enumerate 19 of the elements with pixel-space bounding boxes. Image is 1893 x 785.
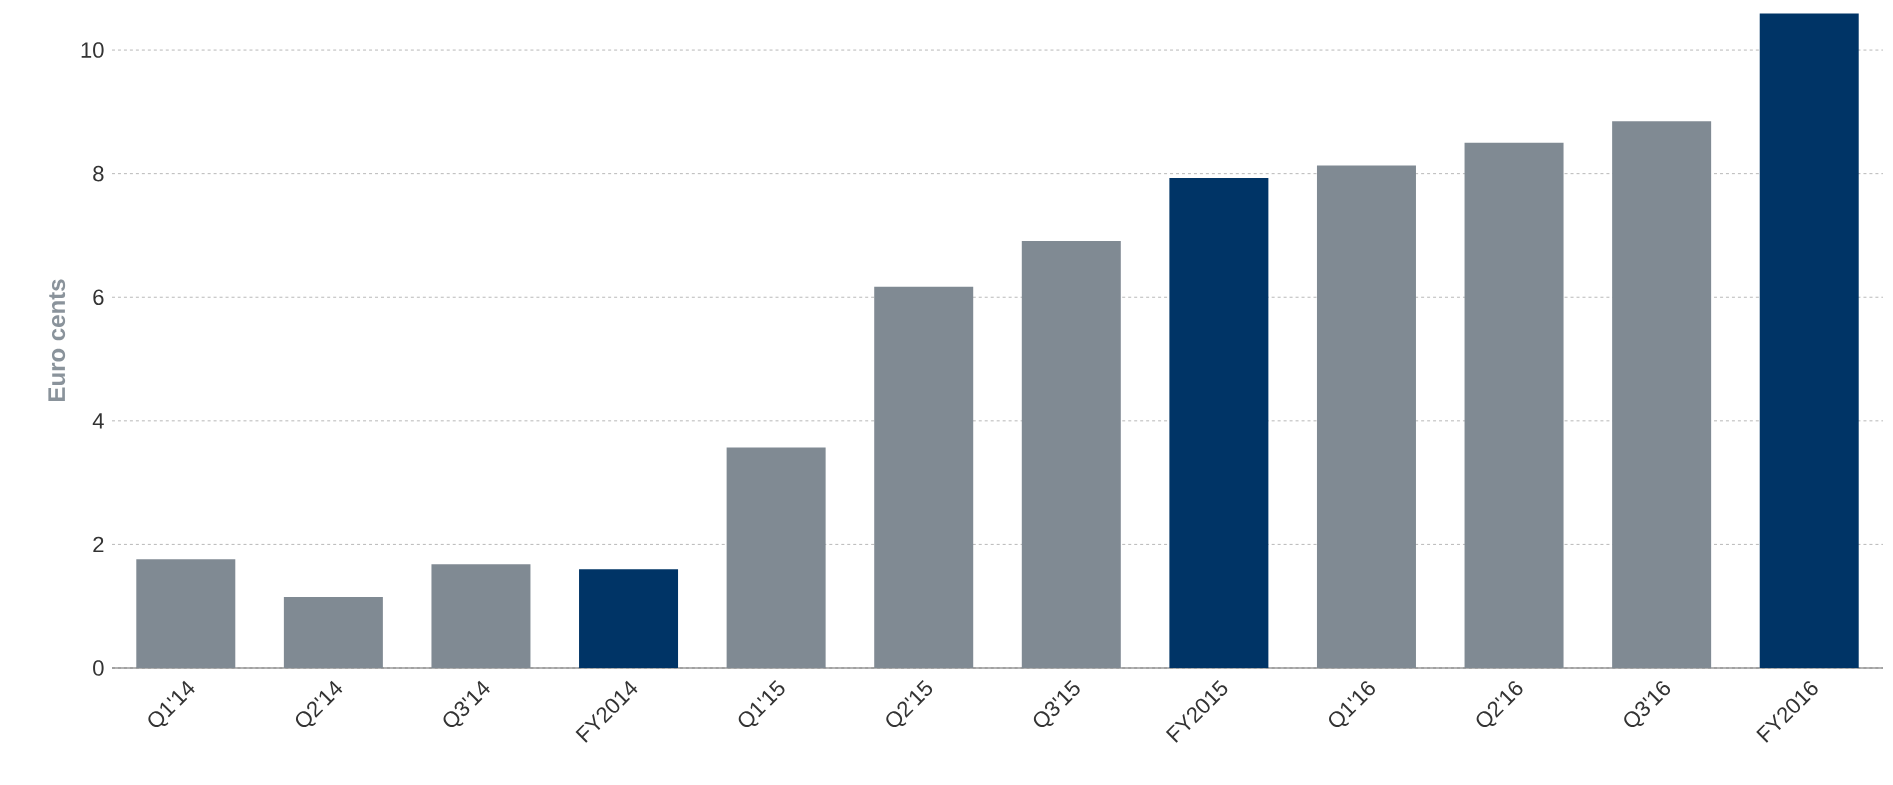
y-tick-label: 6	[93, 289, 104, 306]
bar	[1612, 121, 1712, 668]
bar	[136, 559, 236, 668]
y-tick-label: 10	[81, 42, 104, 58]
bar	[431, 564, 531, 668]
y-axis-title: Euro cents	[48, 279, 66, 401]
y-tick-label: 2	[93, 536, 104, 553]
bar	[1759, 13, 1859, 668]
y-tick-label: 4	[92, 413, 104, 429]
bar	[1464, 142, 1564, 668]
y-tick-label: 0	[93, 660, 104, 676]
bar	[1316, 165, 1416, 668]
bar	[283, 596, 383, 668]
bar	[579, 569, 679, 668]
bar	[1169, 177, 1269, 668]
bar	[726, 447, 826, 668]
bar	[874, 286, 974, 668]
bar	[1021, 241, 1121, 668]
y-tick-label: 8	[93, 165, 104, 182]
